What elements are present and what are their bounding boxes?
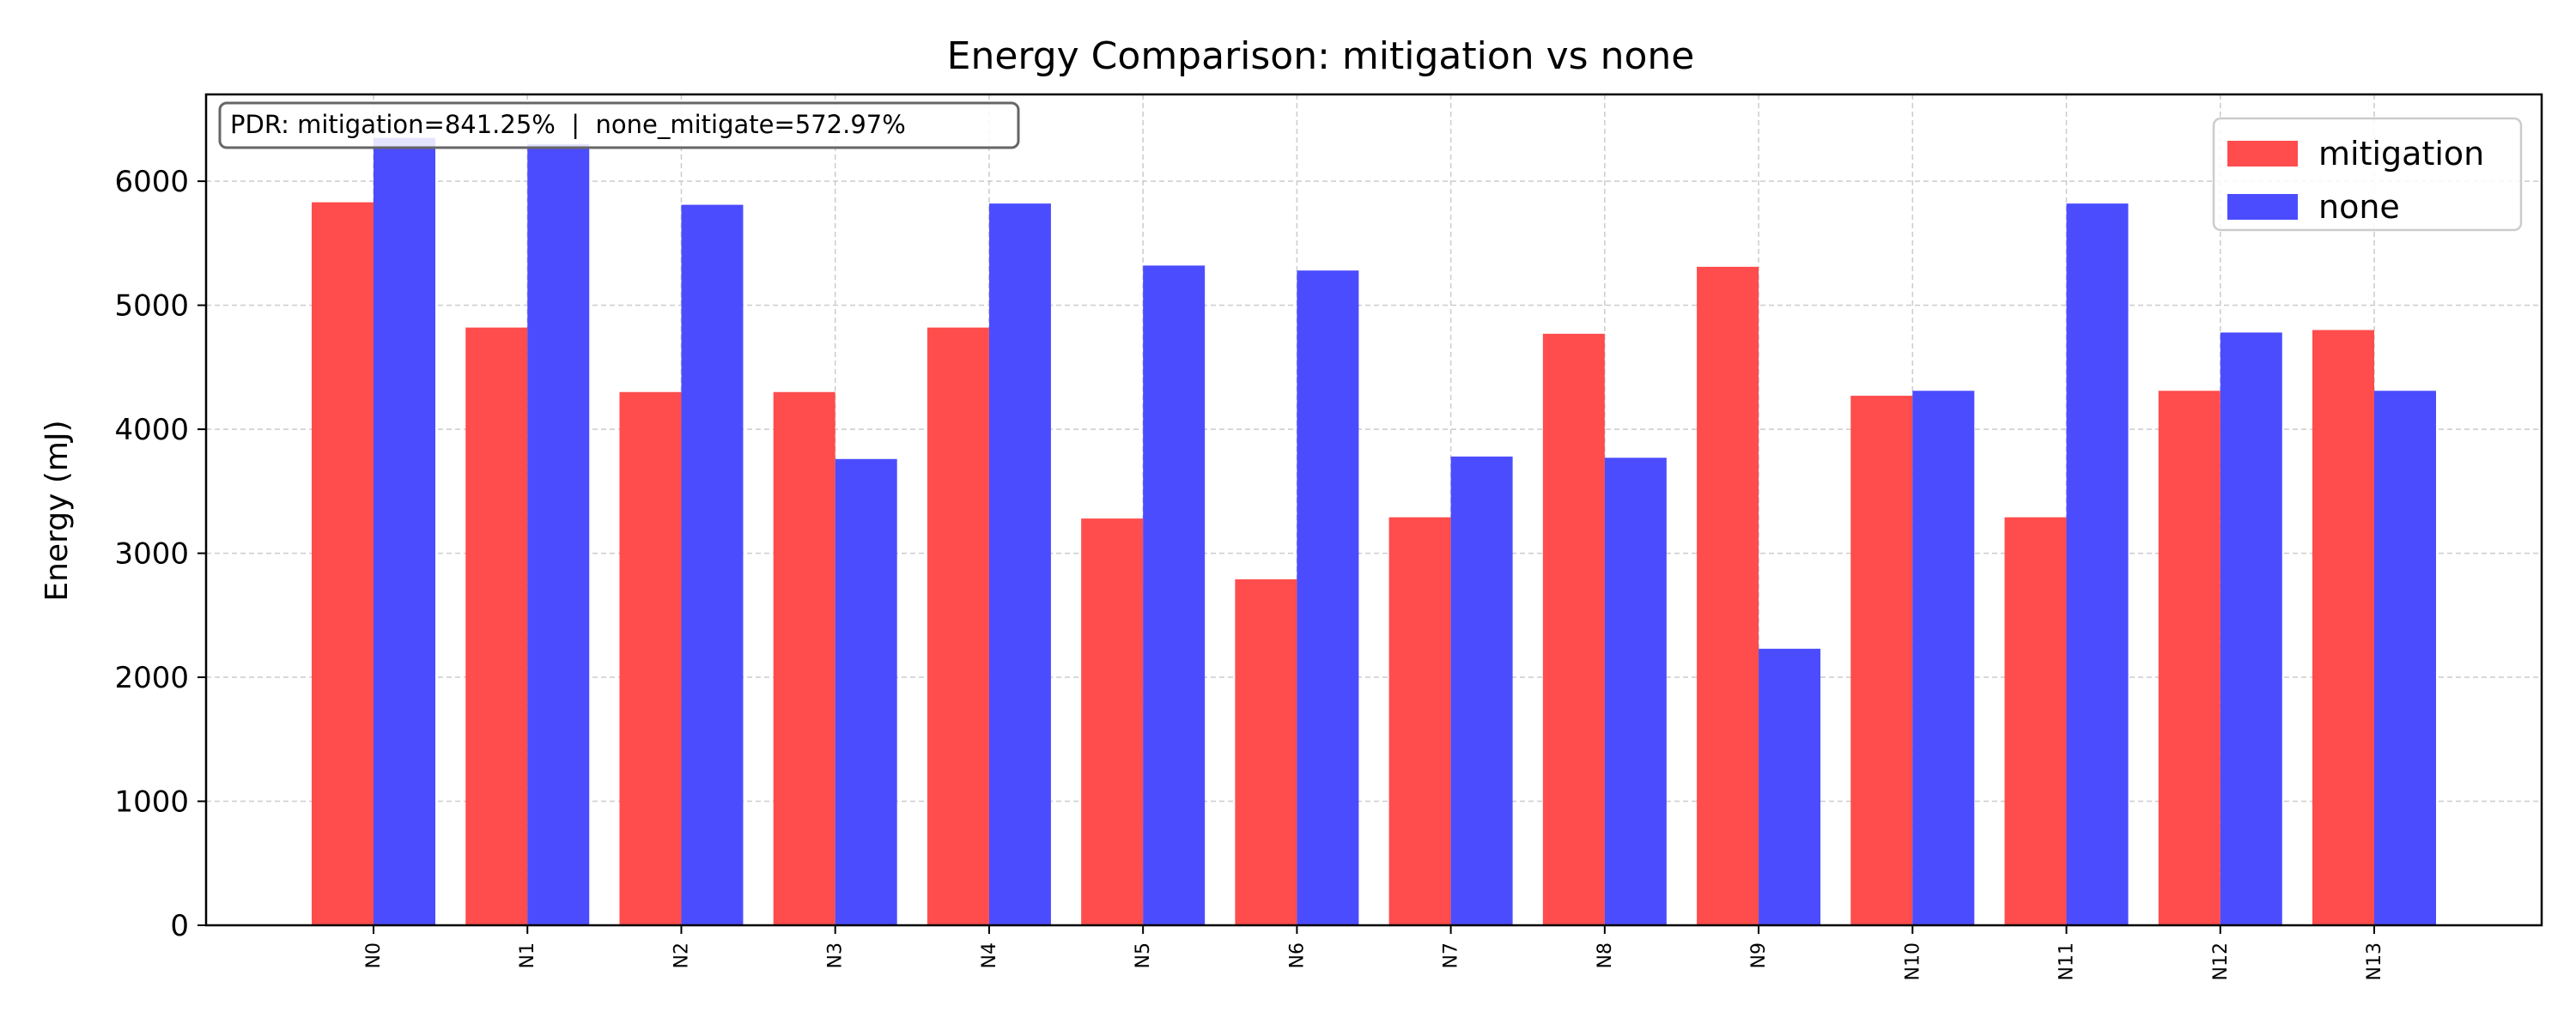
- chart-title: Energy Comparison: mitigation vs none: [947, 34, 1695, 78]
- bar-none-N7: [1450, 456, 1513, 925]
- bar-mitigation-N11: [2004, 517, 2067, 925]
- bar-mitigation-N9: [1697, 266, 1759, 926]
- bar-none-N5: [1143, 265, 1206, 925]
- y-tick-label: 6000: [114, 165, 189, 199]
- x-tick-label: N2: [671, 942, 692, 968]
- plot-frame: [204, 93, 2543, 927]
- bar-none-N8: [1604, 457, 1667, 925]
- bar-none-N11: [2066, 203, 2129, 925]
- bar-mitigation-N6: [1235, 579, 1297, 925]
- axes-layer: [204, 93, 2543, 927]
- legend-swatch-mitigation: [2227, 141, 2298, 167]
- x-tick-label: N0: [363, 942, 385, 968]
- bar-mitigation-N8: [1542, 333, 1605, 925]
- y-tick-label: 0: [170, 909, 189, 943]
- bar-mitigation-N1: [465, 327, 528, 925]
- y-tick-label: 5000: [114, 289, 189, 324]
- pdr-annotation: PDR: mitigation=841.25% | none_mitigate=…: [218, 101, 1020, 149]
- annotation-box-frame: [218, 101, 1020, 149]
- x-tick-label: N1: [517, 942, 538, 968]
- ticks-layer: 0 1000 2000 3000 4000 5000 6000 N0 N1 N2 N3 N4 N5 N6 N…: [114, 165, 2385, 980]
- y-axis-label: Energy (mJ): [39, 420, 75, 601]
- x-tick-label: N3: [825, 942, 847, 968]
- x-tick-label: N9: [1748, 942, 1770, 968]
- bar-mitigation-N13: [2312, 330, 2374, 926]
- y-tick-label: 4000: [114, 413, 189, 447]
- legend-swatch-none: [2227, 194, 2298, 220]
- x-tick-label: N5: [1133, 942, 1154, 968]
- bar-mitigation-N2: [619, 391, 682, 925]
- x-tick-label: N10: [1902, 942, 1923, 980]
- bar-mitigation-N3: [773, 391, 835, 925]
- bar-none-N12: [2220, 332, 2282, 926]
- bar-none-N13: [2374, 391, 2436, 925]
- bar-mitigation-N12: [2158, 391, 2221, 925]
- x-tick-label: N8: [1595, 942, 1616, 968]
- bar-mitigation-N4: [927, 327, 989, 925]
- x-tick-label: N7: [1441, 942, 1462, 968]
- y-tick-label: 2000: [114, 661, 189, 695]
- annotation-text: PDR: mitigation=841.25% | none_mitigate=…: [230, 110, 906, 139]
- x-tick-label: N11: [2057, 942, 2078, 980]
- bar-none-N1: [527, 143, 590, 926]
- x-tick-label: N6: [1286, 942, 1308, 968]
- bar-none-N9: [1759, 648, 1821, 925]
- y-tick-label: 1000: [114, 785, 189, 820]
- bar-mitigation-N7: [1388, 517, 1451, 925]
- bar-none-N4: [988, 203, 1051, 925]
- bar-mitigation-N10: [1850, 396, 1913, 926]
- legend: mitigation none: [2212, 117, 2523, 232]
- bar-mitigation-N5: [1081, 518, 1144, 925]
- bar-none-N10: [1912, 391, 1975, 925]
- x-tick-label: N13: [2364, 942, 2385, 980]
- bar-mitigation-N0: [312, 202, 374, 925]
- x-tick-label: N12: [2210, 942, 2232, 980]
- bar-none-N3: [835, 458, 897, 925]
- legend-label-none: none: [2318, 188, 2400, 226]
- bar-none-N2: [681, 204, 744, 925]
- x-tick-label: N4: [979, 942, 1000, 968]
- bar-none-N6: [1297, 270, 1359, 925]
- bars-layer: [312, 137, 2436, 926]
- legend-label-mitigation: mitigation: [2318, 135, 2484, 173]
- y-tick-label: 3000: [114, 537, 189, 572]
- bar-none-N0: [374, 137, 435, 926]
